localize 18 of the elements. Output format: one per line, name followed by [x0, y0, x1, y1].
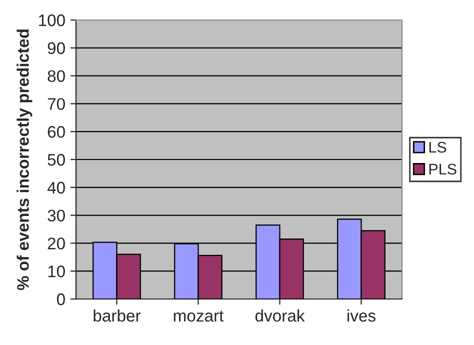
x-tick-label: barber [94, 309, 141, 322]
x-tick-label: dvorak [255, 309, 305, 322]
y-tick-label: 40 [47, 182, 65, 194]
y-tick-label: 0 [56, 293, 65, 306]
y-tick-label: 10 [48, 266, 65, 278]
legend-label: PLS [429, 164, 456, 175]
y-tick-label: 50 [48, 154, 65, 166]
y-tick-label: 70 [48, 98, 65, 110]
legend-label: LS [429, 142, 446, 153]
y-tick-label: 80 [48, 70, 65, 82]
y-axis-title: % of events incorrectly predicted [16, 30, 32, 290]
x-tick-label: mozart [174, 310, 224, 322]
y-tick-label: 90 [48, 42, 65, 54]
y-tick-label: 100 [39, 14, 65, 26]
y-tick-label: 20 [48, 238, 65, 250]
y-tick-label: 60 [48, 126, 65, 138]
x-tick-label: ives [348, 309, 376, 322]
y-tick-label: 30 [48, 210, 65, 222]
